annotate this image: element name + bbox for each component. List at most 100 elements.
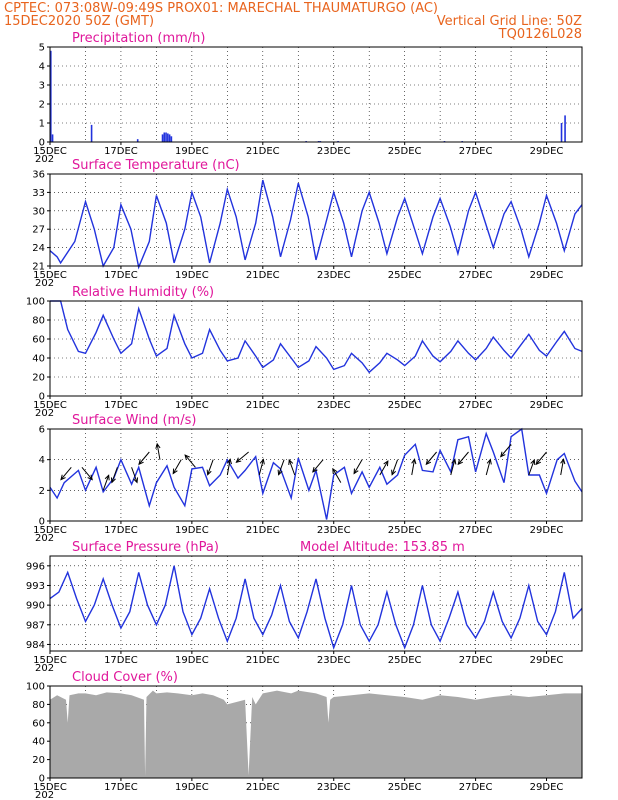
precip-bar [564,115,566,142]
y-tick-label: 40 [32,354,45,365]
x-year-clip-label: 202 [35,154,54,165]
wind-arrow-shaft [312,459,324,473]
y-tick-label: 60 [32,718,45,729]
wind-arrow-shaft [379,460,389,476]
x-year-clip-label: 202 [35,278,54,289]
wind-arrow [172,459,182,475]
header-station-line: CPTEC: 073:08W-09:49S PROX01: MARECHAL T… [4,1,438,16]
x-tick-label: 15DEC [33,146,67,157]
wind-arrow-shaft [138,451,150,465]
wind-arrow-shaft [560,459,564,476]
panel-1: Precipitation (mm/h) 0 1 2 3 4 5 15DEC 17DEC 19DE… [33,31,583,165]
x-tick-label: 25DEC [388,525,422,536]
x-tick-label: 15DEC [33,782,67,793]
wind-arrow-shaft [60,467,72,480]
model-altitude-label: Model Altitude: 153.85 m [300,540,465,555]
x-tick-label: 15DEC [33,400,67,411]
y-tick-label: 993 [26,581,45,592]
wind-arrow-shaft [184,454,196,468]
wind-arrow-shaft [457,451,469,465]
panel-frame [49,555,583,652]
x-tick-label: 19DEC [175,146,209,157]
wind-arrow-head [155,442,161,449]
precip-bar [560,123,563,142]
panel-frame [49,46,583,143]
panel-6: Cloud Cover (%) 0 20 40 60 80 100 15DEC 17DEC 19D… [26,670,583,800]
wind-arrow-shaft [156,443,161,460]
y-tick-label: 20 [32,373,45,384]
series-line [50,300,583,374]
wind-arrow-head [206,469,212,476]
header-model-id: TQ0126L028 [498,27,582,42]
wind-arrow [425,451,437,466]
wind-arrow-shaft [332,468,342,483]
cloud-cover-area [50,690,582,778]
x-tick-label: 25DEC [388,146,422,157]
y-tick-label: 80 [32,700,45,711]
x-tick-label: 29DEC [530,525,564,536]
y-tick-label: 990 [26,601,45,612]
series-line [49,565,583,650]
precip-bar [161,134,164,142]
wind-arrow-shaft [81,467,93,480]
wind-arrow [312,459,324,473]
x-year-clip-label: 202 [35,533,54,544]
wind-arrow [81,467,93,481]
wind-arrow-shaft [226,459,231,476]
x-tick-label: 25DEC [388,270,422,281]
x-tick-label: 19DEC [175,525,209,536]
wind-arrow [535,451,547,466]
x-tick-label: 17DEC [104,270,138,281]
wind-arrow-head [560,458,566,465]
wind-arrow [206,459,214,476]
wind-arrow [184,454,196,468]
wind-arrow-shaft [485,459,491,476]
y-tick-label: 40 [32,737,45,748]
y-tick-label: 0 [39,517,45,528]
header-grid-line-note: Vertical Grid Line: 50Z [437,14,582,29]
y-tick-label: 27 [32,225,45,236]
wind-arrow-head [259,458,265,465]
wind-arrow-head [226,458,232,465]
y-tick-label: 100 [26,297,45,308]
wind-arrow-head [457,459,463,466]
wind-arrow-shaft [236,451,249,463]
x-tick-label: 27DEC [459,400,493,411]
wind-arrow-head [288,458,294,465]
wind-arrow-shaft [500,444,512,457]
x-tick-label: 23DEC [317,525,351,536]
y-tick-label: 4 [39,455,45,466]
precip-bar [50,50,52,142]
x-tick-label: 29DEC [530,270,564,281]
panel-frame [49,428,583,522]
wind-arrow-head [312,466,318,473]
x-tick-label: 15DEC [33,655,67,666]
x-tick-label: 23DEC [317,400,351,411]
precip-bar [165,132,167,142]
y-tick-label: 0 [39,138,45,149]
y-tick-label: 0 [39,774,45,785]
y-tick-label: 6 [39,425,45,436]
precip-bar [51,134,54,142]
panel-title: Surface Pressure (hPa) [72,540,219,555]
wind-arrow-shaft [102,475,110,491]
panels-group: Precipitation (mm/h) 0 1 2 3 4 5 15DEC 17DEC 19DE… [26,31,583,800]
wind-arrow-head [500,451,506,458]
wind-arrow [560,458,566,476]
y-tick-label: 33 [32,188,45,199]
x-tick-label: 21DEC [246,655,280,666]
wind-arrow-head [60,474,66,481]
x-tick-label: 23DEC [317,655,351,666]
wind-arrow-shaft [278,459,285,475]
wind-arrow-shaft [288,459,296,476]
wind-arrow-shaft [111,467,118,483]
wind-arrow-shaft [425,451,437,465]
x-tick-label: 19DEC [175,400,209,411]
wind-arrow-shaft [450,459,456,476]
panel-frame [49,173,583,267]
series-line [49,427,583,520]
wind-arrow [102,474,110,491]
wind-arrow [450,458,457,476]
wind-arrow-head [104,474,110,481]
panel-title: Surface Wind (m/s) [72,413,196,428]
